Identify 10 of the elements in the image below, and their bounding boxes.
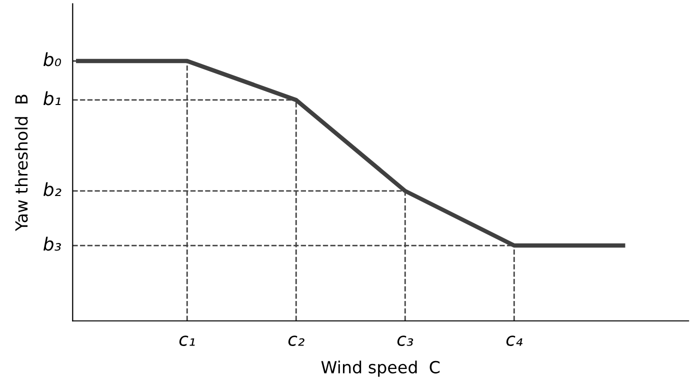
ref-line-label: b₀: [44, 52, 62, 66]
ref-line-label: b₁: [44, 91, 61, 106]
y-axis-title: Yaw threshold B: [14, 94, 28, 232]
x-tick-label: c₁: [179, 336, 195, 346]
ref-line-label: b₃: [44, 236, 61, 251]
x-tick-label: c₄: [506, 336, 523, 346]
ref-line-label: b₂: [44, 182, 62, 196]
x-tick-label: c₃: [397, 336, 414, 346]
x-axis-title: Wind speed C: [321, 360, 440, 377]
x-tick-label: c₂: [288, 336, 304, 346]
